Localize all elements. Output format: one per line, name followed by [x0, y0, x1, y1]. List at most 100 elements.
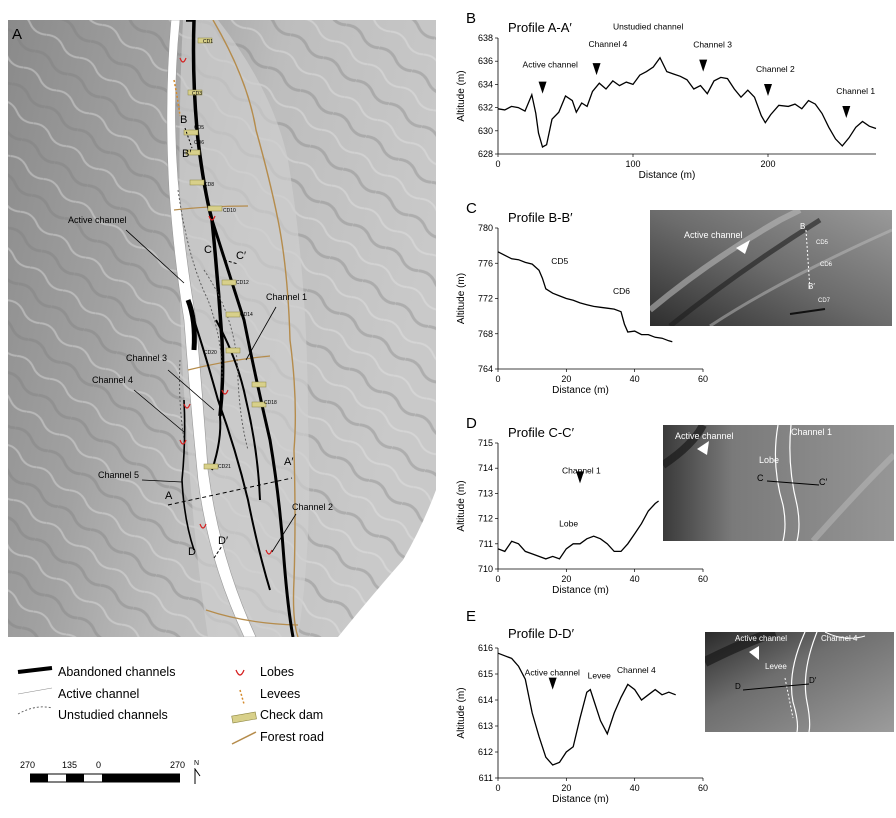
y-tick-label: 615 — [478, 669, 493, 679]
y-tick-label: 768 — [478, 329, 493, 339]
inset-label: B′ — [808, 282, 815, 291]
y-tick-label: 711 — [479, 539, 493, 549]
y-tick-label: 613 — [478, 721, 493, 731]
annotation-marker — [538, 81, 547, 94]
y-tick-label: 630 — [478, 126, 493, 136]
x-tick-label: 60 — [698, 574, 708, 584]
panel-label-e: E — [466, 608, 477, 625]
x-tick-label: 60 — [698, 374, 708, 384]
y-tick-label: 710 — [478, 564, 493, 574]
inset-label: Channel 1 — [791, 427, 833, 437]
scale-tick: 270 — [20, 760, 36, 770]
series-line — [497, 652, 676, 766]
y-tick-label: 712 — [478, 514, 493, 524]
x-tick-label: 60 — [698, 783, 708, 793]
annotation-label: Unstudied channel — [613, 22, 684, 32]
inset-c-c: Active channel Channel 1 Lobe C C′ — [663, 425, 894, 541]
inset-label: D′ — [809, 676, 817, 685]
y-tick-label: 636 — [478, 56, 493, 66]
y-tick-label: 634 — [478, 79, 493, 89]
x-tick-label: 20 — [561, 574, 571, 584]
legend-check-dam: Check dam — [260, 708, 324, 722]
chart-title: Profile D-D′ — [508, 626, 575, 641]
x-tick-label: 0 — [495, 159, 500, 169]
series-line — [497, 500, 659, 560]
y-tick-label: 780 — [478, 223, 493, 233]
chart-title: Profile B-B′ — [508, 210, 573, 225]
panel-label-d: D — [466, 415, 477, 432]
cd-label: CD12 — [236, 280, 249, 286]
chart-title: Profile C-C′ — [508, 425, 575, 440]
hillshade-map: CD1 CD3 CD5 CD6 CD8 CD10 CD12 CD14 CD20 … — [8, 20, 436, 637]
inset-label: Levee — [765, 662, 787, 671]
cd-label: CD3 — [192, 91, 203, 97]
x-tick-label: 40 — [630, 783, 640, 793]
north-arrow-icon — [194, 768, 201, 784]
panel-label-b: B — [466, 10, 477, 27]
inset-label: C — [757, 473, 764, 483]
legend-unstudied: Unstudied channels — [58, 708, 168, 722]
map-label-b: B — [180, 114, 188, 126]
annotation-label: CD6 — [613, 286, 630, 296]
series-line — [497, 56, 877, 148]
inset-b-b: Active channel B CD5 CD6 B′ CD7 — [650, 210, 892, 326]
legend-lobes: Lobes — [260, 665, 295, 679]
cd-label: CD14 — [240, 312, 253, 318]
x-tick-label: 20 — [561, 374, 571, 384]
map-label-active-channel: Active channel — [68, 215, 127, 225]
legend-active: Active channel — [58, 687, 140, 701]
y-axis-label: Altitude (m) — [456, 687, 467, 738]
y-tick-label: 611 — [479, 773, 493, 783]
y-tick-label: 772 — [478, 294, 493, 304]
map-label-c-prime: C′ — [236, 250, 247, 262]
inset-b-b-svg — [650, 210, 892, 326]
annotation-label: Active channel — [523, 60, 578, 70]
chart-profile-a-a: 628 630 632 634 636 638 0 100 200 Distance (m) Alt… — [456, 20, 877, 181]
map-label-channel-4: Channel 4 — [92, 375, 134, 385]
legend-abandoned: Abandoned channels — [58, 665, 176, 679]
inset-label: CD5 — [816, 240, 829, 246]
inset-label: CD6 — [820, 262, 833, 268]
x-axis-label: Distance (m) — [639, 170, 696, 181]
annotation-marker — [764, 84, 772, 96]
inset-c-c-svg — [663, 425, 894, 541]
cd-label: CD10 — [223, 208, 236, 214]
inset-label: Active channel — [735, 634, 788, 643]
map-label-d: D — [188, 546, 196, 558]
inset-label: Active channel — [675, 431, 734, 441]
map-label-channel-3: Channel 3 — [126, 353, 168, 363]
chart-title: Profile A-A′ — [508, 20, 572, 35]
annotation-label: Channel 4 — [589, 39, 628, 49]
map-label-a-prime: A′ — [284, 456, 294, 468]
chart-profile-c-c: 710 711 712 713 714 715 0 20 40 60 Distance (m) Alt… — [456, 425, 708, 596]
chart-profile-b-b: 764 768 772 776 780 0 20 40 60 Distance (m) Altitu… — [456, 210, 708, 396]
y-tick-label: 776 — [478, 258, 493, 268]
y-tick-label: 632 — [478, 103, 493, 113]
annotation-label: Channel 4 — [617, 665, 656, 675]
x-axis-label: Distance (m) — [552, 794, 609, 805]
y-tick-label: 614 — [478, 695, 493, 705]
x-tick-label: 0 — [495, 374, 500, 384]
legend-swatches-right — [231, 669, 257, 745]
y-tick-label: 713 — [478, 488, 493, 498]
y-tick-label: 628 — [478, 149, 493, 159]
y-tick-label: 616 — [478, 643, 493, 653]
map-label-channel-5: Channel 5 — [98, 470, 140, 480]
x-tick-label: 0 — [495, 783, 500, 793]
map-label-d-prime: D′ — [218, 535, 229, 547]
inset-label: C′ — [819, 477, 828, 487]
annotation-label: Channel 3 — [693, 40, 732, 50]
annotation-label: Lobe — [559, 519, 578, 529]
x-axis-label: Distance (m) — [552, 585, 609, 596]
panel-label-a: A — [12, 26, 23, 43]
annotation-marker — [842, 106, 851, 119]
panel-label-c: C — [466, 200, 477, 217]
cd-label: CD1 — [203, 39, 214, 45]
inset-label: Channel 4 — [821, 634, 858, 643]
series-line — [497, 251, 673, 343]
annotation-label: Channel 1 — [836, 86, 875, 96]
map-svg — [8, 20, 436, 637]
annotation-label: Active channel — [525, 668, 580, 678]
legend-forest-road: Forest road — [260, 730, 324, 744]
annotation-label: Channel 2 — [756, 64, 795, 74]
